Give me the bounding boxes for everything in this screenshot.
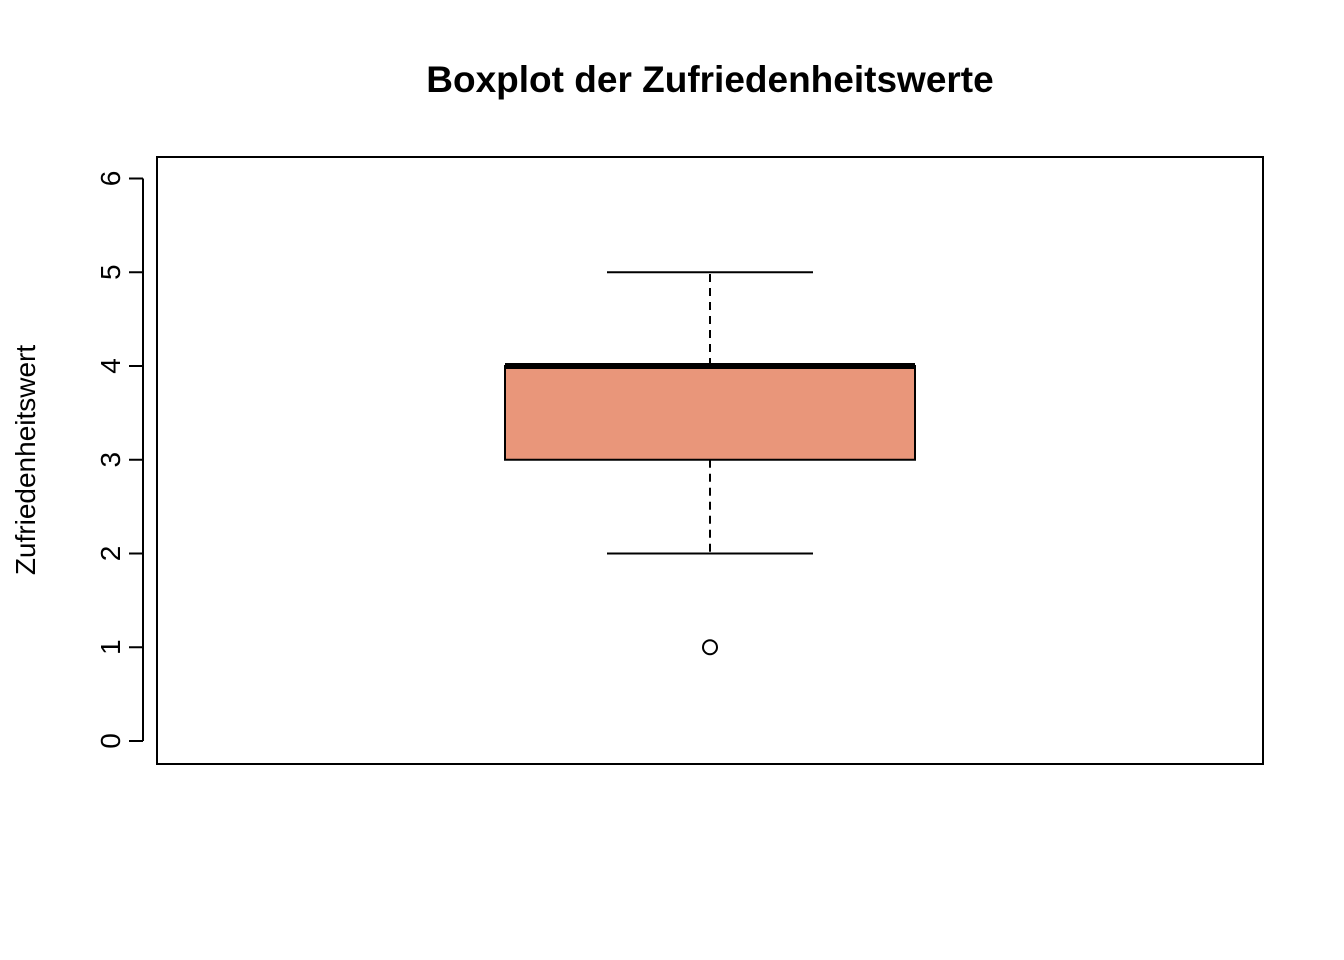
y-axis: 0 1 2 3 4 5 6 — [95, 171, 144, 749]
chart-title: Boxplot der Zufriedenheitswerte — [426, 59, 993, 100]
y-tick-label: 5 — [95, 264, 126, 280]
y-tick-label: 0 — [95, 733, 126, 749]
plot-frame — [156, 156, 1264, 765]
outlier-point — [702, 639, 718, 656]
y-tick-label: 4 — [95, 358, 126, 374]
iqr-box — [504, 365, 916, 461]
y-tick-label: 1 — [95, 639, 126, 655]
y-tick-label: 6 — [95, 171, 126, 187]
y-tick-label: 3 — [95, 452, 126, 468]
y-tick-label: 2 — [95, 546, 126, 562]
box-series — [504, 271, 916, 656]
y-axis-label: Zufriedenheitswert — [10, 345, 41, 576]
